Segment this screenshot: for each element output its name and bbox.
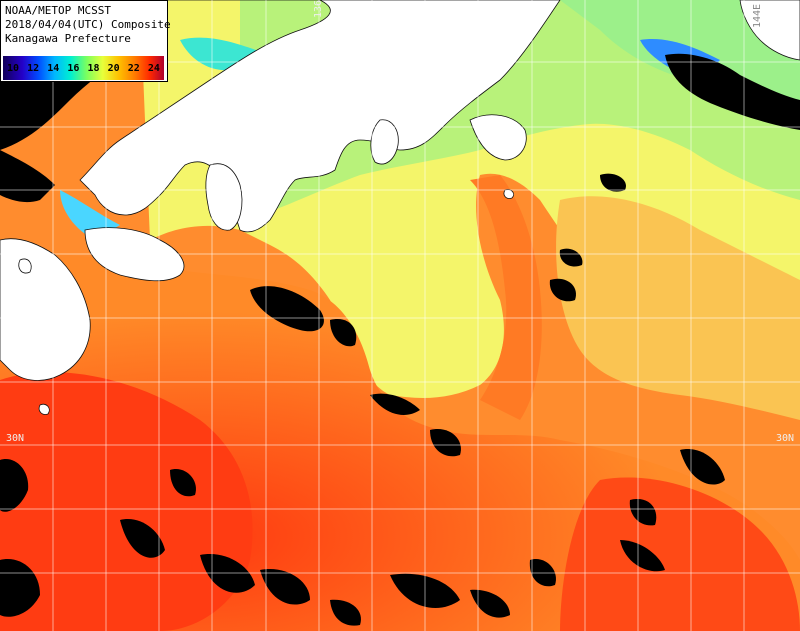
legend-tick: 22 bbox=[127, 62, 140, 74]
header-region: Kanagawa Prefecture bbox=[5, 32, 131, 45]
header-date: 2018/04/04(UTC) Composite bbox=[5, 18, 171, 31]
boso-peninsula bbox=[469, 114, 527, 161]
header-title: NOAA/METOP MCSST bbox=[5, 4, 111, 17]
small-island-1 bbox=[503, 189, 514, 199]
warm-tongue bbox=[470, 175, 542, 420]
temperature-legend: 10 12 14 16 18 20 22 24 bbox=[3, 56, 164, 80]
legend-tick: 18 bbox=[87, 62, 100, 74]
warm-core-south bbox=[560, 477, 800, 631]
small-island-2 bbox=[38, 403, 50, 415]
kii-peninsula bbox=[205, 163, 243, 231]
legend-tick: 24 bbox=[147, 62, 160, 74]
warm-core-west bbox=[0, 372, 253, 631]
longitude-label-136e: 136E bbox=[313, 0, 324, 18]
mid-yellow-east bbox=[556, 196, 800, 420]
legend-tick: 10 bbox=[7, 62, 20, 74]
kyushu-land bbox=[0, 238, 91, 381]
small-island-3 bbox=[18, 258, 32, 274]
legend-tick: 20 bbox=[107, 62, 120, 74]
legend-tick: 14 bbox=[47, 62, 60, 74]
izu-peninsula bbox=[370, 119, 399, 165]
latitude-label-30n-left: 30N bbox=[6, 433, 25, 444]
legend-tick: 12 bbox=[27, 62, 40, 74]
latitude-label-30n-right: 30N bbox=[776, 433, 795, 444]
legend-tick: 16 bbox=[67, 62, 80, 74]
longitude-label-144e: 144E bbox=[752, 3, 763, 28]
